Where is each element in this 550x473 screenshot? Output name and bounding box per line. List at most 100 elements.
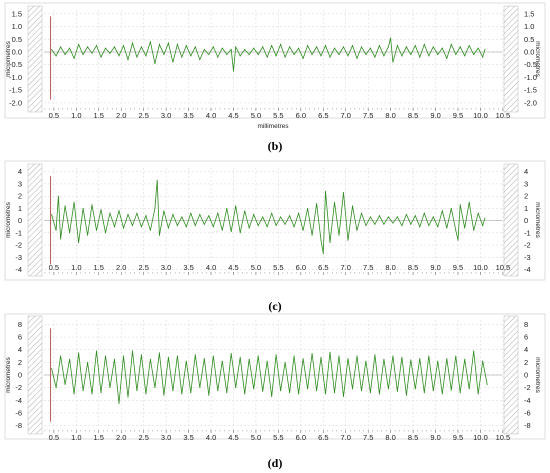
profile-point (457, 239, 459, 241)
profile-point (118, 55, 120, 57)
profile-point (248, 358, 250, 360)
profile-point (221, 47, 223, 49)
profile-point (347, 239, 349, 241)
profile-point (60, 238, 62, 240)
profile-point (307, 388, 309, 390)
profile-point (369, 392, 371, 394)
x-tick-label: 4.5 (228, 433, 238, 442)
y-tick-label-left: 6 (18, 333, 22, 342)
profile-point (199, 213, 201, 215)
profile-point (338, 54, 340, 56)
x-tick-label: 1.5 (94, 111, 104, 120)
y-tick-label-left: 0 (18, 371, 22, 380)
profile-point (280, 216, 282, 218)
profile-point (100, 392, 102, 394)
profile-point (185, 226, 187, 228)
profile-point (473, 350, 475, 352)
profile-point (172, 61, 174, 63)
profile-point (163, 210, 165, 212)
profile-point (298, 393, 300, 395)
profile-point (311, 234, 313, 236)
profile-point (60, 355, 62, 357)
profile-point (307, 207, 309, 209)
profile-point (351, 45, 353, 47)
profile-point (244, 48, 246, 50)
profile-point (423, 392, 425, 394)
profile-point (455, 54, 457, 56)
profile-point (298, 212, 300, 214)
x-tick-label: 3.5 (183, 433, 193, 442)
y-tick-label-right: 1.5 (524, 9, 534, 18)
profile-point (464, 358, 466, 360)
profile-point (298, 47, 300, 49)
y-tick-label-left: -1.5 (9, 86, 22, 95)
profile-point (154, 387, 156, 389)
chart-panel-b: 1.5 1.5 1.0 1.0 0.5 0.5 0.0 0.0 -0.5 -0.5 -1.0 -1.0… (4, 2, 546, 153)
profile-point (302, 57, 304, 59)
profile-point (230, 48, 232, 50)
profile-point (428, 355, 430, 357)
profile-point (105, 355, 107, 357)
y-tick-label-right: -0.5 (524, 60, 537, 69)
profile-point (244, 393, 246, 395)
x-tick-label: 5.5 (273, 263, 283, 272)
profile-point (105, 47, 107, 49)
profile-point (325, 45, 327, 47)
profile-point (262, 390, 264, 392)
y-tick-label-left: -8 (15, 421, 22, 430)
profile-point (374, 56, 376, 58)
profile-point (221, 360, 223, 362)
profile-point (64, 54, 66, 56)
profile-point (140, 354, 142, 356)
y-tick-label-right: 3 (524, 179, 528, 188)
profile-point (217, 390, 219, 392)
profile-point (271, 45, 273, 47)
profile-point (307, 45, 309, 47)
x-tick-label: 4.0 (206, 111, 216, 120)
x-tick-label: 2.5 (138, 111, 148, 120)
x-tick-label: 9.5 (453, 111, 463, 120)
x-tick-label: 8.5 (408, 111, 418, 120)
profile-point (253, 213, 255, 215)
profile-point (289, 215, 291, 217)
profile-point (217, 212, 219, 214)
profile-point (473, 229, 475, 231)
profile-point (316, 390, 318, 392)
profile-point (302, 229, 304, 231)
y-tick-label-right: -4 (524, 265, 531, 274)
profile-point (482, 360, 484, 362)
x-tick-label: 4.5 (228, 111, 238, 120)
profile-point (284, 361, 286, 363)
y-tick-label-left: 1.5 (12, 9, 22, 18)
profile-point (73, 57, 75, 59)
profile-point (378, 215, 380, 217)
profile-point (437, 226, 439, 228)
profile-point (127, 59, 129, 61)
profile-point (131, 350, 133, 352)
x-tick-label: 3.0 (161, 263, 171, 272)
profile-point (208, 394, 210, 396)
profile-point (226, 207, 228, 209)
profile-point (118, 402, 120, 404)
y-tick-label-left: 3 (18, 179, 22, 188)
x-tick-label: 5.0 (251, 433, 261, 442)
y-tick-label-right: 6 (524, 333, 528, 342)
x-tick-label: 8.0 (385, 111, 395, 120)
y-tick-label-left: 1 (18, 204, 22, 213)
profile-point (432, 390, 434, 392)
x-tick-label: 8.5 (408, 433, 418, 442)
profile-point (360, 46, 362, 48)
profile-point (172, 390, 174, 392)
x-tick-label: 10.0 (473, 111, 488, 120)
profile-point (145, 393, 147, 395)
profile-point (190, 392, 192, 394)
profile-point (329, 242, 331, 244)
profile-point (441, 47, 443, 49)
profile-point (122, 45, 124, 47)
profile-line (51, 180, 486, 254)
profile-point (122, 227, 124, 229)
hatch-right (503, 5, 519, 113)
profile-point (149, 41, 151, 43)
profile-point (347, 55, 349, 57)
x-tick-label: 3.0 (161, 433, 171, 442)
